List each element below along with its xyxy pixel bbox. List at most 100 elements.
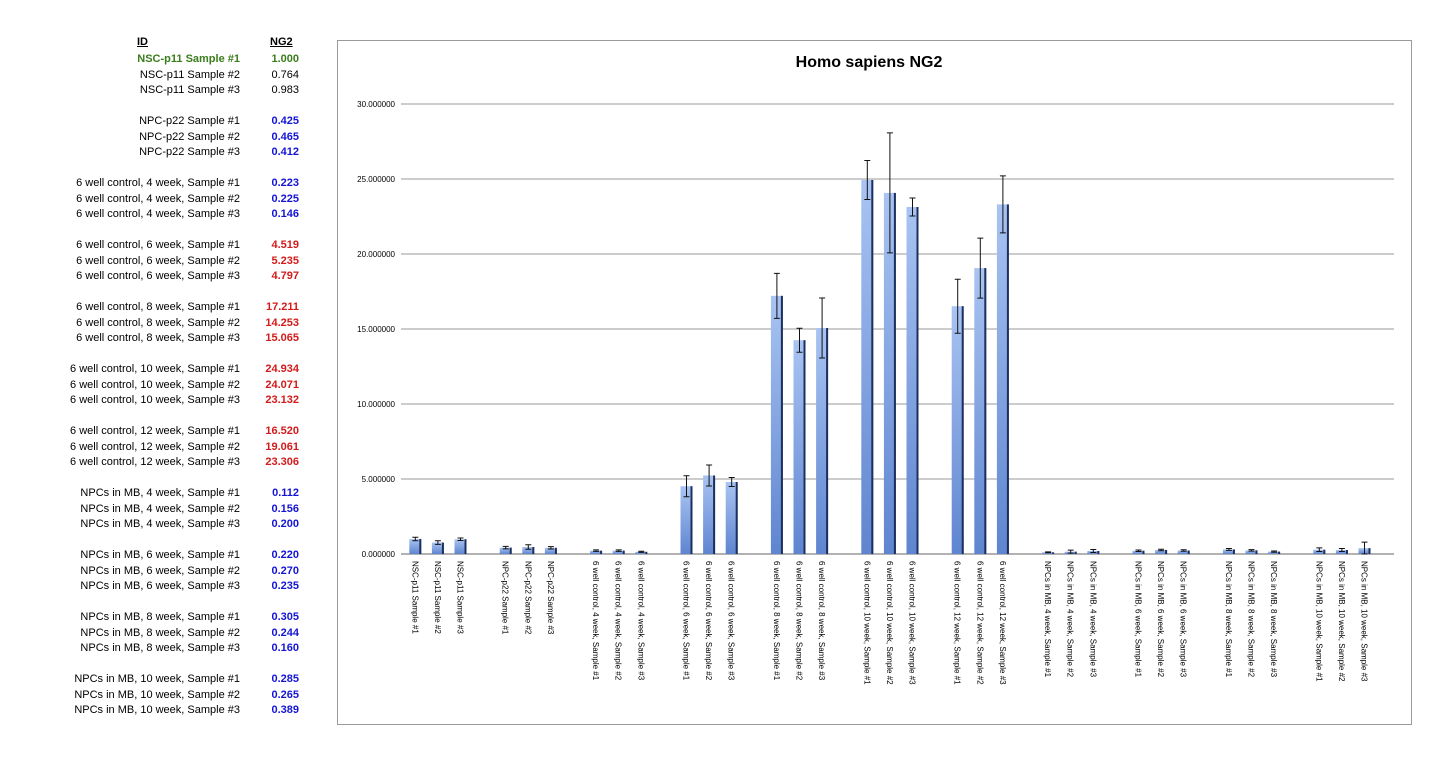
table-row: 6 well control, 12 week, Sample #2 19.061 <box>0 440 320 455</box>
error-bar <box>1135 549 1142 552</box>
bar <box>1245 550 1258 554</box>
bar <box>1177 550 1190 554</box>
bar-edge <box>735 482 738 554</box>
bars <box>409 132 1371 555</box>
ng2-value: 24.071 <box>265 378 299 391</box>
table-row: NSC-p11 Sample #1 1.000 <box>0 52 320 67</box>
x-tick-label: NPCs in MB, 8 week, Sample #2 <box>1247 561 1256 678</box>
error-bar <box>909 197 916 217</box>
table-row: 6 well control, 8 week, Sample #3 15.065 <box>0 331 320 346</box>
sample-id: NPC-p22 Sample #2 <box>139 130 240 143</box>
sample-id: NPCs in MB, 8 week, Sample #1 <box>80 611 240 623</box>
error-bar <box>525 544 532 550</box>
ng2-value: 23.132 <box>265 394 299 406</box>
error-bar <box>1316 547 1323 553</box>
x-tick-label: NPCs in MB, 6 week, Sample #3 <box>1179 561 1188 678</box>
x-tick-label: 6 well control, 6 week, Sample #1 <box>682 561 691 681</box>
error-bar <box>728 477 735 488</box>
x-tick-label: 6 well control, 10 week, Sample #1 <box>862 561 871 685</box>
bar-edge <box>1278 551 1281 554</box>
error-bar <box>706 464 713 487</box>
ng2-value: 17.211 <box>265 301 299 313</box>
y-tick-label: 0.000000 <box>362 550 396 559</box>
table-row: NPCs in MB, 10 week, Sample #1 0.285 <box>0 672 320 687</box>
bar-edge <box>713 475 716 554</box>
table-row: NPC-p22 Sample #1 0.425 <box>0 114 320 129</box>
sample-id: 6 well control, 12 week, Sample #1 <box>70 425 240 437</box>
bar <box>793 340 806 554</box>
error-bar <box>954 278 961 334</box>
error-bar <box>796 327 803 353</box>
error-bar <box>1248 549 1255 552</box>
bar-chart: Homo sapiens NG2 0.000000 5.000000 10.0000… <box>357 54 1394 685</box>
sample-id: NPCs in MB, 8 week, Sample #2 <box>80 626 240 639</box>
y-tick-label: 25.000000 <box>357 175 395 184</box>
bar-edge <box>1165 549 1168 554</box>
table-row: NPCs in MB, 8 week, Sample #3 0.160 <box>0 641 320 656</box>
x-axis-tick-labels: NSC-p11 Sample #1 NSC-p11 Sample #2 NSC-p1… <box>410 561 1368 685</box>
bar-edge <box>622 550 625 554</box>
table-row: 6 well control, 6 week, Sample #2 5.235 <box>0 254 320 269</box>
error-bar <box>615 549 622 552</box>
y-tick-label: 15.000000 <box>357 325 395 334</box>
x-tick-label: 6 well control, 12 week, Sample #1 <box>953 561 962 685</box>
ng2-value: 0.160 <box>271 642 299 654</box>
bar-edge <box>1368 548 1371 554</box>
error-bar <box>977 237 984 299</box>
ng2-value: 0.389 <box>271 704 299 716</box>
bar-edge <box>961 306 964 554</box>
x-tick-label: NPC-p22 Sample #3 <box>546 561 555 635</box>
table-row: NPCs in MB, 6 week, Sample #3 0.235 <box>0 579 320 594</box>
ng2-value: 0.200 <box>271 518 299 530</box>
bar-edge <box>984 268 987 554</box>
ng2-value: 0.305 <box>271 611 299 623</box>
x-tick-label: 6 well control, 4 week, Sample #3 <box>636 561 645 681</box>
ng2-value: 0.270 <box>271 564 299 577</box>
ng2-value: 0.265 <box>271 688 299 701</box>
bar-edge <box>690 486 693 554</box>
error-bar <box>593 549 600 552</box>
error-bar <box>886 132 893 254</box>
bar-edge <box>554 547 557 554</box>
table-row: NPCs in MB, 4 week, Sample #1 0.112 <box>0 486 320 501</box>
chart-panel: Homo sapiens NG2 0.000000 5.000000 10.0000… <box>337 40 1412 725</box>
ng2-value: 0.112 <box>272 487 299 499</box>
x-tick-label: NPCs in MB, 6 week, Sample #1 <box>1134 561 1143 678</box>
x-tick-label: NSC-p11 Sample #1 <box>410 561 419 634</box>
x-tick-label: NPCs in MB, 4 week, Sample #2 <box>1066 561 1075 678</box>
bar-edge <box>893 192 896 554</box>
error-bar <box>1045 551 1052 554</box>
ng2-value: 0.235 <box>271 580 299 592</box>
ng2-value: 4.797 <box>271 270 299 282</box>
table-row: NPCs in MB, 8 week, Sample #1 0.305 <box>0 610 320 625</box>
bar-edge <box>419 539 422 554</box>
table-row: NPC-p22 Sample #3 0.412 <box>0 145 320 160</box>
bar-edge <box>1142 550 1145 554</box>
sample-id: 6 well control, 6 week, Sample #1 <box>76 239 240 251</box>
sample-id: 6 well control, 6 week, Sample #2 <box>76 254 240 267</box>
bar-edge <box>1074 551 1077 554</box>
bar-edge <box>803 340 806 554</box>
sample-id: NSC-p11 Sample #3 <box>139 84 240 96</box>
sample-id: NPCs in MB, 6 week, Sample #2 <box>80 564 240 577</box>
table-row: 6 well control, 6 week, Sample #3 4.797 <box>0 269 320 284</box>
bar-edge <box>826 328 829 554</box>
sample-id: NSC-p11 Sample #1 <box>137 53 240 65</box>
id-column-header: ID <box>137 36 148 48</box>
ng2-value: 0.220 <box>271 549 299 561</box>
bar <box>861 179 874 555</box>
table-row: NSC-p11 Sample #3 0.983 <box>0 83 320 98</box>
x-tick-label: NPC-p22 Sample #1 <box>501 561 510 635</box>
sample-id: NPCs in MB, 10 week, Sample #2 <box>74 688 240 701</box>
bar <box>409 539 422 554</box>
x-tick-label: NPCs in MB, 4 week, Sample #3 <box>1088 561 1097 678</box>
sample-id: NPCs in MB, 4 week, Sample #1 <box>80 487 240 499</box>
bar <box>703 475 716 554</box>
x-tick-label: NPCs in MB, 10 week, Sample #2 <box>1337 561 1346 682</box>
bar-edge <box>1187 550 1190 554</box>
sample-id: NPCs in MB, 10 week, Sample #1 <box>74 673 240 685</box>
x-tick-label: 6 well control, 12 week, Sample #2 <box>975 561 984 685</box>
sample-id: 6 well control, 8 week, Sample #1 <box>76 301 240 313</box>
bar <box>590 550 603 554</box>
bar <box>816 328 829 554</box>
